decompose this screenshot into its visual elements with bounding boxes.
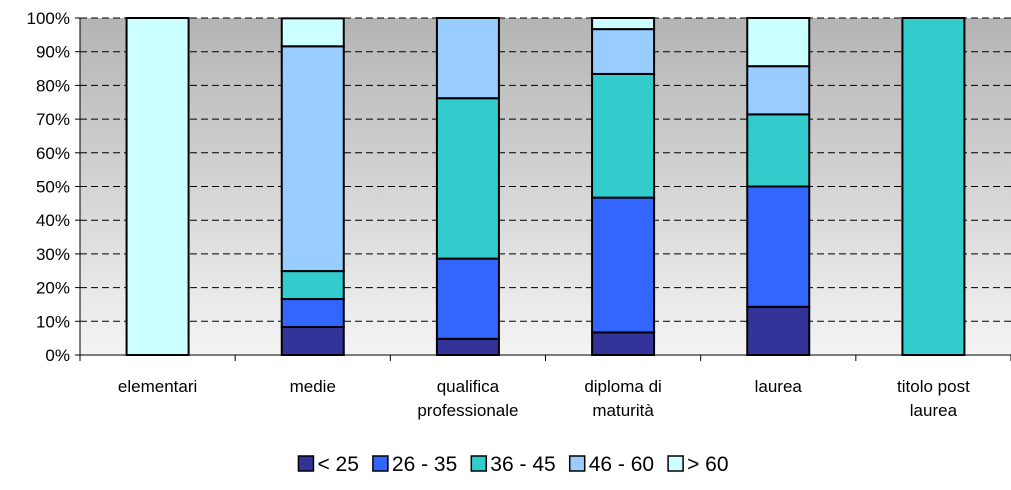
legend: < 25 26 - 35 36 - 45 46 - 60 > 60 bbox=[297, 453, 729, 476]
category-label: titolo post laurea bbox=[897, 377, 970, 420]
legend-label: 36 - 45 bbox=[490, 453, 555, 476]
legend-swatch bbox=[297, 455, 315, 472]
category-label: qualifica professionale bbox=[417, 377, 518, 420]
y-tick-labels: 0% 10% 20% 30% 40% 50% 60% 70% 80% 90% 100% bbox=[27, 9, 70, 365]
legend-swatch bbox=[568, 455, 586, 472]
bar-segment bbox=[591, 17, 656, 31]
legend-swatch bbox=[470, 455, 488, 472]
y-tick-label: 20% bbox=[36, 279, 70, 298]
bar-segment bbox=[125, 17, 190, 356]
category-label: elementari bbox=[118, 377, 197, 396]
y-tick-label: 10% bbox=[36, 312, 70, 331]
y-tick-label: 30% bbox=[36, 245, 70, 264]
bar-segment bbox=[591, 196, 656, 334]
bar-segment bbox=[280, 45, 345, 273]
bar-segment bbox=[746, 17, 811, 68]
bar-segment bbox=[591, 331, 656, 356]
category-label: diploma di maturità bbox=[584, 377, 662, 420]
bars bbox=[125, 17, 966, 357]
legend-label: 26 - 35 bbox=[392, 453, 457, 476]
legend-label: > 60 bbox=[687, 453, 728, 476]
legend-swatch bbox=[372, 455, 389, 472]
bar-segment bbox=[746, 113, 811, 188]
bar-segment bbox=[901, 17, 966, 356]
category-labels: elementari medie qualifica professionale dip… bbox=[118, 377, 970, 420]
y-tick-label: 40% bbox=[36, 211, 70, 230]
bar-segment bbox=[280, 270, 345, 301]
bar-segment bbox=[746, 185, 811, 308]
gridlines bbox=[80, 17, 1011, 322]
legend-label: < 25 bbox=[317, 453, 358, 476]
category-label: laurea bbox=[755, 377, 803, 396]
y-tick-label: 90% bbox=[36, 43, 70, 62]
bar-segment bbox=[280, 298, 345, 329]
bar-segment bbox=[591, 28, 656, 75]
y-tick-label: 100% bbox=[27, 9, 70, 28]
bar-segment bbox=[280, 326, 345, 356]
y-tick-label: 0% bbox=[45, 346, 70, 365]
bar-segment bbox=[435, 97, 500, 260]
bar-segment bbox=[746, 305, 811, 356]
bar-segment bbox=[435, 17, 500, 100]
category-label: medie bbox=[290, 377, 336, 396]
y-tick-label: 50% bbox=[36, 178, 70, 197]
y-tick-label: 60% bbox=[36, 144, 70, 163]
bar-segment bbox=[435, 257, 500, 340]
bar-segment bbox=[746, 65, 811, 116]
legend-label: 46 - 60 bbox=[589, 453, 654, 476]
bar-segment bbox=[591, 72, 656, 199]
y-tick-label: 70% bbox=[36, 110, 70, 129]
axes bbox=[75, 17, 1011, 361]
bar-segment bbox=[280, 17, 345, 48]
y-tick-label: 80% bbox=[36, 76, 70, 95]
legend-swatch bbox=[667, 455, 684, 472]
bar-segment bbox=[435, 337, 500, 357]
